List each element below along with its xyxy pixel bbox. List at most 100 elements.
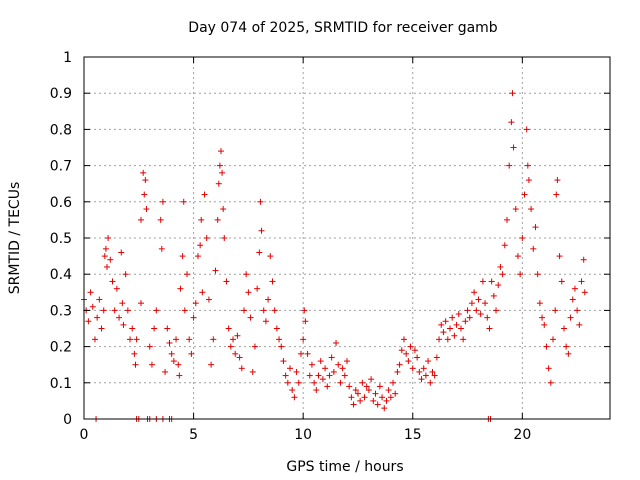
data-point [319, 376, 326, 383]
data-point [335, 361, 342, 368]
data-point [567, 314, 574, 321]
data-point [146, 343, 153, 350]
data-point [265, 296, 272, 303]
data-point [354, 390, 361, 397]
data-point [547, 379, 554, 386]
data-point [223, 278, 230, 285]
data-point [278, 343, 285, 350]
data-point [365, 387, 372, 394]
data-point [210, 336, 217, 343]
data-point [300, 336, 307, 343]
x-tick-labels: 0 5 10 15 20 [80, 427, 532, 443]
data-point [107, 256, 114, 263]
data-point [462, 318, 469, 325]
data-point [190, 314, 197, 321]
data-point [158, 245, 165, 252]
data-point [414, 354, 421, 361]
data-point [368, 376, 375, 383]
data-point [427, 379, 434, 386]
data-point [324, 383, 331, 390]
data-point [120, 321, 127, 328]
data-point [220, 206, 227, 213]
data-point [197, 242, 204, 249]
data-point [230, 336, 237, 343]
data-point [102, 245, 109, 252]
data-point [326, 372, 333, 379]
data-point [208, 361, 215, 368]
y-tick-label: 0.9 [50, 86, 72, 102]
data-point [350, 401, 357, 408]
data-point [122, 271, 129, 278]
y-tick-label: 0.3 [50, 303, 72, 319]
data-point [203, 235, 210, 241]
data-point [236, 354, 243, 361]
data-point [457, 325, 464, 332]
data-point [580, 256, 587, 263]
data-point [508, 119, 515, 126]
data-point [578, 278, 585, 285]
data-point [460, 336, 467, 343]
data-point [234, 332, 241, 339]
data-point [175, 361, 182, 368]
data-point [141, 191, 148, 198]
data-point [315, 372, 322, 379]
data-point [466, 314, 473, 321]
data-point [322, 365, 329, 372]
data-point [394, 368, 401, 375]
data-point [215, 180, 222, 187]
data-point [262, 318, 269, 325]
data-point [216, 162, 223, 169]
data-point [269, 278, 276, 285]
data-point [91, 336, 98, 343]
data-point [473, 307, 480, 314]
data-point [176, 372, 183, 379]
data-point [249, 368, 256, 375]
data-point [392, 390, 399, 397]
data-point [528, 206, 535, 213]
data-point [131, 350, 138, 357]
data-point [276, 336, 283, 343]
data-point [186, 336, 193, 343]
data-point [390, 379, 397, 386]
data-point [422, 372, 429, 379]
data-point [328, 354, 335, 361]
data-point [164, 325, 171, 332]
data-point [436, 336, 443, 343]
data-point [534, 271, 541, 278]
data-point [506, 162, 513, 169]
y-tick-label: 0.7 [50, 159, 72, 175]
data-point [101, 253, 108, 260]
data-point [295, 379, 302, 386]
data-point [510, 144, 517, 151]
data-point [177, 285, 184, 292]
data-point [85, 318, 92, 325]
data-point [552, 307, 559, 314]
data-point [359, 379, 366, 386]
data-point [100, 307, 107, 314]
x-tick-label: 5 [189, 427, 198, 443]
data-point [311, 379, 318, 386]
data-point [442, 318, 449, 325]
data-point [337, 379, 344, 386]
data-point [280, 358, 287, 365]
data-point [205, 296, 212, 303]
data-point [576, 321, 583, 328]
data-point [96, 296, 103, 303]
data-point [111, 307, 118, 314]
data-point [282, 372, 289, 379]
data-point [372, 390, 379, 397]
data-point [449, 314, 456, 321]
data-point [433, 354, 440, 361]
data-point [194, 253, 201, 260]
data-point [530, 245, 537, 252]
y-tick-label: 0.1 [50, 376, 72, 392]
data-point [363, 383, 370, 390]
data-point [104, 263, 111, 270]
data-point [512, 206, 519, 213]
data-point [379, 394, 386, 401]
data-point [140, 169, 147, 176]
data-point [409, 365, 416, 372]
data-point [254, 285, 261, 292]
data-point [519, 235, 526, 241]
data-point [344, 358, 350, 365]
